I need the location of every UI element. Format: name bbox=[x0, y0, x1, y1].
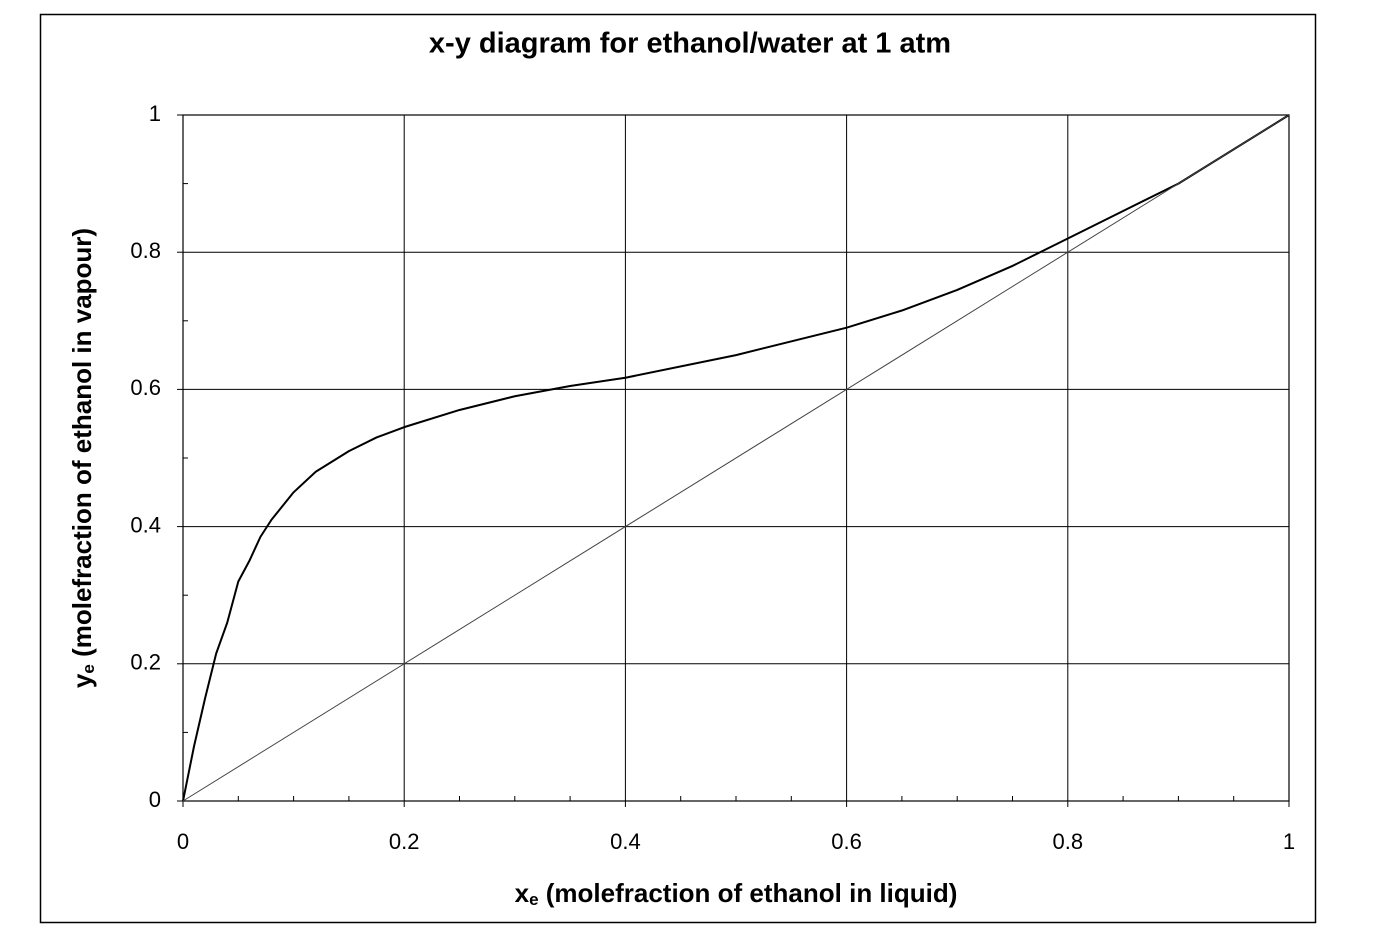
y-tick-label: 0.8 bbox=[130, 238, 161, 263]
x-tick-label: 0 bbox=[177, 829, 189, 854]
x-tick-label: 1 bbox=[1283, 829, 1295, 854]
x-label-symbol: x bbox=[515, 878, 530, 908]
x-axis-label: xe (molefraction of ethanol in liquid) bbox=[515, 878, 958, 910]
y-tick-label: 0 bbox=[149, 787, 161, 812]
y-tick-label: 0.6 bbox=[130, 375, 161, 400]
y-tick-label: 1 bbox=[149, 101, 161, 126]
chart-border bbox=[39, 13, 1317, 924]
x-tick-label: 0.8 bbox=[1053, 829, 1084, 854]
x-tick-label: 0.2 bbox=[389, 829, 420, 854]
y-label-subscript: e bbox=[79, 664, 98, 673]
x-label-text: (molefraction of ethanol in liquid) bbox=[539, 878, 958, 908]
x-tick-label: 0.4 bbox=[610, 829, 641, 854]
line-series bbox=[182, 114, 1290, 802]
y-axis-label: ye (molefraction of ethanol in vapour) bbox=[67, 228, 99, 688]
plot-frame bbox=[182, 114, 1290, 802]
y-tick-label: 0.2 bbox=[130, 650, 161, 675]
x-tick-label: 0.6 bbox=[831, 829, 862, 854]
x-label-subscript: e bbox=[529, 890, 538, 909]
chart-title: x-y diagram for ethanol/water at 1 atm bbox=[429, 28, 951, 60]
y-tick-label: 0.4 bbox=[130, 512, 161, 537]
line-series bbox=[182, 114, 1290, 802]
y-label-symbol: y bbox=[67, 673, 97, 688]
y-label-text: (molefraction of ethanol in vapour) bbox=[67, 228, 97, 664]
